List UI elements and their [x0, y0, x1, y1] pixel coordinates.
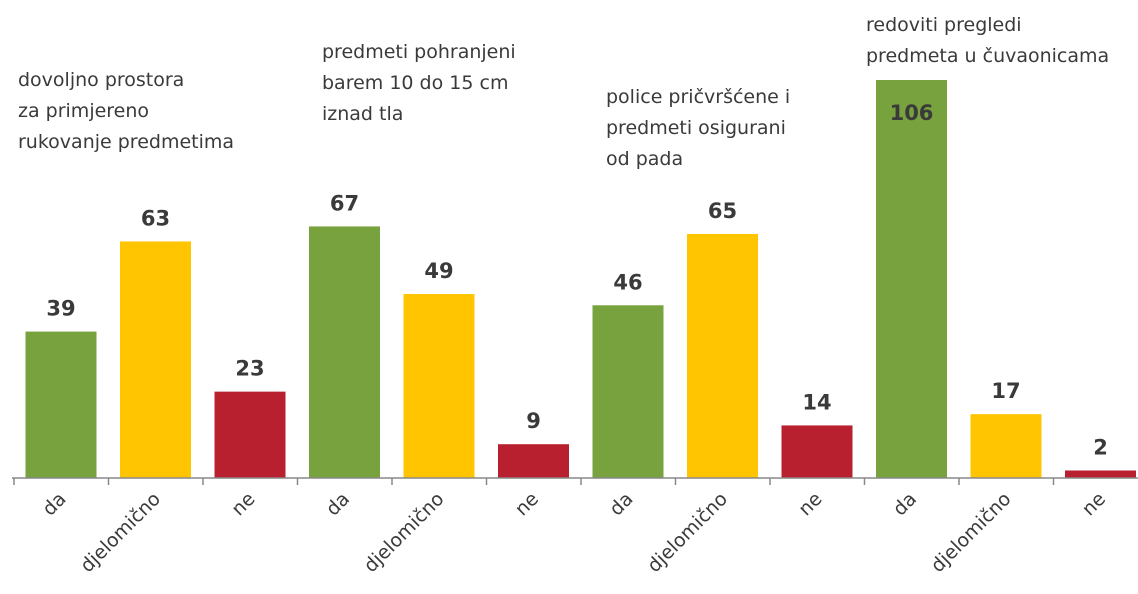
group-label: police pričvršćene i: [606, 86, 790, 108]
group-label: barem 10 do 15 cm: [322, 72, 508, 94]
bar: [403, 294, 475, 478]
x-tick-label: ne: [794, 488, 826, 520]
bar: [1065, 470, 1136, 478]
x-tick-label: djelomično: [360, 488, 449, 577]
group-label: od pada: [606, 148, 683, 170]
x-tick-label: djelomično: [643, 488, 732, 577]
value-label: 23: [235, 357, 264, 381]
x-tick-label: ne: [511, 488, 543, 520]
group-label: redoviti pregledi: [866, 14, 1022, 36]
group-label: predmeti osigurani: [606, 117, 786, 139]
bar: [25, 331, 97, 478]
x-tick-label: da: [889, 488, 921, 520]
bar: [120, 241, 191, 478]
group-label: iznad tla: [322, 103, 403, 125]
x-tick-label: ne: [227, 488, 259, 520]
value-label: 65: [708, 199, 737, 223]
value-label: 9: [526, 409, 541, 433]
value-label: 2: [1093, 435, 1108, 459]
bar: [309, 226, 380, 478]
x-tick-label: ne: [1078, 488, 1110, 520]
x-tick-label: da: [322, 488, 354, 520]
value-label: 67: [330, 191, 359, 215]
bar: [687, 233, 758, 478]
group-label: za primjereno: [18, 100, 149, 122]
value-label: 63: [141, 206, 170, 230]
value-label: 39: [46, 297, 75, 321]
bar: [498, 444, 569, 478]
value-label: 14: [802, 390, 831, 414]
value-label: 106: [890, 101, 934, 125]
group-label: dovoljno prostora: [18, 69, 184, 91]
bar: [214, 391, 286, 478]
bar: [876, 80, 947, 478]
group-label: predmeta u čuvaonicama: [866, 45, 1109, 67]
bar: [781, 425, 853, 478]
x-tick-label: djelomično: [76, 488, 165, 577]
value-label: 46: [613, 270, 642, 294]
group-label: rukovanje predmetima: [18, 131, 234, 153]
bar: [970, 414, 1042, 478]
group-label: predmeti pohranjeni: [322, 41, 516, 63]
x-tick-label: da: [605, 488, 637, 520]
x-tick-label: djelomično: [927, 488, 1016, 577]
value-label: 49: [424, 259, 453, 283]
value-label: 17: [991, 379, 1020, 403]
bar: [592, 305, 664, 478]
x-tick-label: da: [38, 488, 70, 520]
